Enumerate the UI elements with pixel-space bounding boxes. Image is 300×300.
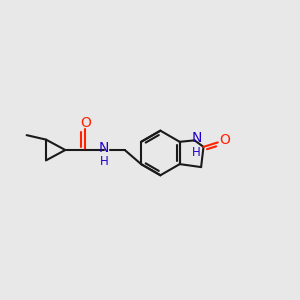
Text: N: N <box>191 131 202 145</box>
Text: O: O <box>80 116 91 130</box>
Text: H: H <box>191 146 200 159</box>
Text: H: H <box>100 155 109 168</box>
Text: O: O <box>219 133 230 147</box>
Text: N: N <box>99 141 109 154</box>
